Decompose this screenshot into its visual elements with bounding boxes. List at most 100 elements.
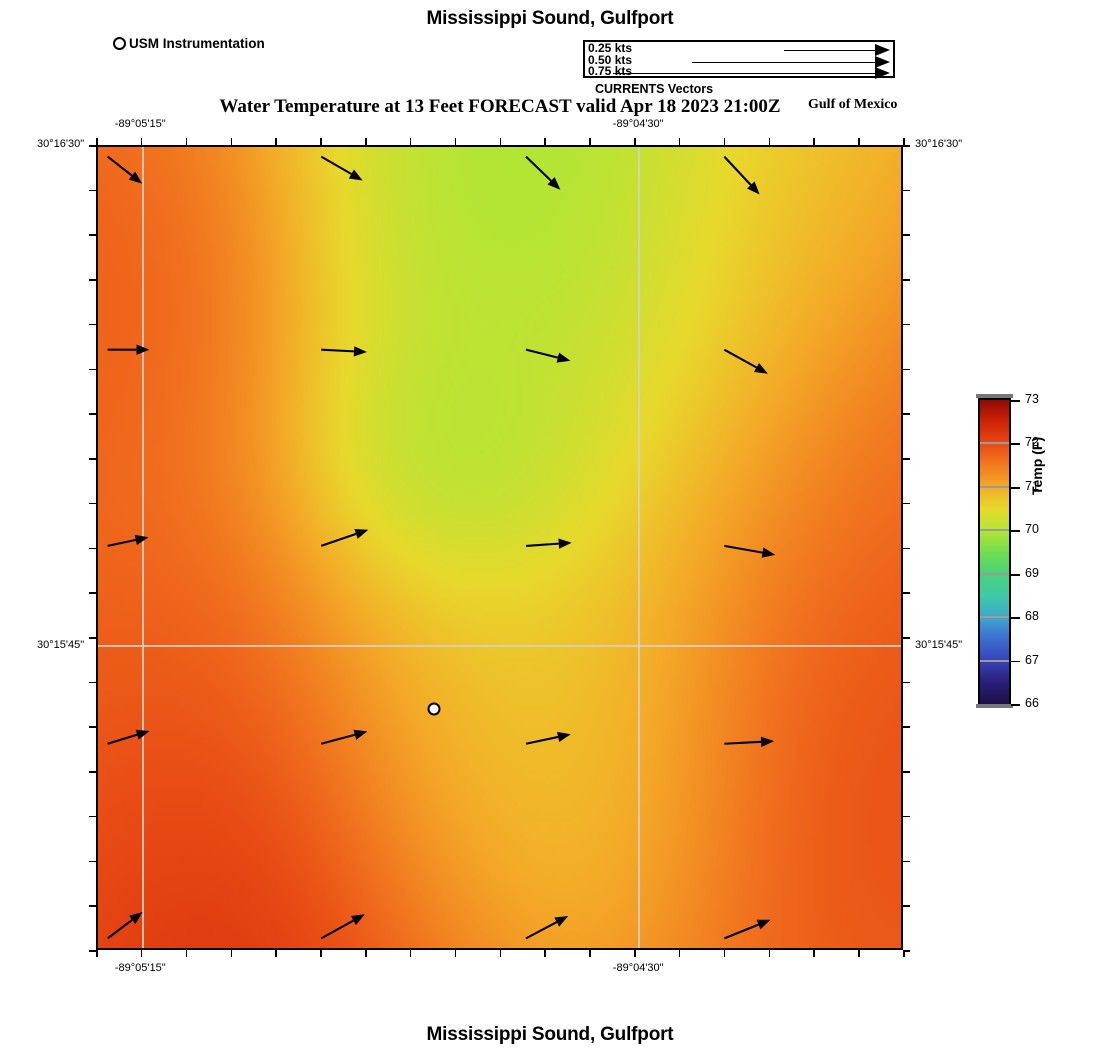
- axis-tick-label: -89°05'15": [114, 118, 166, 130]
- chart-subtitle: Water Temperature at 13 Feet FORECAST va…: [219, 96, 781, 117]
- axis-tick-label: 30°16'30": [915, 138, 963, 150]
- currents-legend-caption: CURRENTS Vectors: [595, 82, 714, 96]
- axis-tick: [903, 502, 910, 505]
- axis-tick: [903, 234, 910, 237]
- axis-tick: [813, 950, 815, 957]
- axis-tick: [89, 950, 96, 952]
- axis-tick-label: 30°15'45": [915, 638, 963, 651]
- axis-tick: [903, 905, 910, 907]
- axis-tick: [89, 234, 96, 237]
- colorbar-tick: [1011, 573, 1020, 576]
- axis-tick: [230, 950, 233, 957]
- colorbar-inner-tick: [980, 442, 1009, 445]
- colorbar-tick-label: 73: [1025, 392, 1039, 406]
- currents-legend-label: 0.75 kts: [588, 64, 633, 78]
- axis-tick: [634, 950, 636, 957]
- axis-tick-label: 30°15'45": [37, 638, 85, 651]
- axis-tick: [89, 592, 96, 594]
- currents-vector-legend: 0.25 kts 0.50 kts 0.75 kts: [583, 40, 895, 79]
- axis-tick: [903, 458, 910, 460]
- axis-tick: [903, 950, 910, 952]
- axis-tick: [499, 950, 502, 957]
- currents-legend-row: 0.50 kts: [585, 52, 893, 68]
- colorbar-cap-bottom: [976, 704, 1013, 708]
- currents-legend-arrowhead: [875, 44, 890, 56]
- colorbar-title: Temp (F): [1029, 436, 1045, 495]
- axis-tick: [89, 860, 96, 863]
- axis-tick: [589, 138, 591, 145]
- colorbar-inner-tick: [980, 572, 1009, 575]
- axis-tick: [903, 860, 910, 863]
- temperature-field: [98, 147, 901, 948]
- axis-tick: [89, 681, 96, 684]
- gridline-longitude: [637, 147, 640, 948]
- colorbar-tick-label: 67: [1025, 652, 1039, 667]
- page-title-bottom: Mississippi Sound, Gulfport: [426, 1024, 674, 1045]
- temperature-colorbar: [978, 398, 1011, 706]
- currents-legend-row: 0.75 kts: [585, 64, 893, 79]
- axis-tick-label: 30°16'30": [37, 138, 85, 150]
- currents-legend-label: 0.50 kts: [588, 52, 633, 67]
- axis-tick: [89, 413, 96, 415]
- colorbar-inner-tick: [980, 616, 1009, 619]
- axis-tick: [140, 138, 143, 145]
- axis-tick: [903, 189, 910, 192]
- axis-tick: [768, 138, 771, 145]
- axis-tick: [903, 145, 910, 147]
- axis-tick: [320, 950, 322, 957]
- axis-tick-label: -89°04'30": [612, 962, 664, 974]
- axis-tick: [320, 138, 322, 145]
- axis-tick: [903, 323, 910, 326]
- axis-tick: [185, 950, 188, 957]
- axis-tick: [230, 138, 233, 145]
- axis-tick: [275, 950, 277, 957]
- colorbar-tick: [1011, 486, 1020, 489]
- axis-tick: [903, 279, 910, 281]
- axis-tick: [89, 815, 96, 818]
- axis-tick: [89, 189, 96, 192]
- axis-tick: [89, 636, 96, 639]
- gridline-latitude: [98, 645, 901, 648]
- instrumentation-legend: USM Instrumentation: [113, 36, 265, 51]
- axis-tick: [903, 681, 910, 684]
- axis-tick: [723, 138, 726, 145]
- axis-tick: [89, 726, 96, 728]
- colorbar-inner-tick: [980, 529, 1009, 532]
- axis-tick: [903, 138, 905, 145]
- colorbar-tick-label: 69: [1025, 565, 1039, 580]
- currents-legend-label: 0.25 kts: [588, 41, 633, 55]
- colorbar-cap-top: [976, 394, 1013, 398]
- axis-tick: [454, 950, 457, 957]
- axis-tick: [96, 138, 98, 145]
- axis-tick: [858, 138, 860, 145]
- axis-tick: [89, 771, 96, 773]
- temperature-map[interactable]: [96, 145, 903, 950]
- currents-legend-shaft: [613, 73, 876, 74]
- axis-tick: [544, 138, 546, 145]
- currents-legend-shaft: [784, 50, 876, 51]
- axis-tick: [89, 323, 96, 326]
- axis-tick: [903, 950, 905, 957]
- axis-tick: [678, 138, 681, 145]
- axis-tick: [634, 138, 636, 145]
- axis-tick: [96, 950, 98, 957]
- axis-tick: [768, 950, 771, 957]
- axis-tick: [409, 138, 412, 145]
- axis-tick: [89, 279, 96, 281]
- colorbar-gradient: [980, 400, 1009, 704]
- axis-tick: [589, 950, 591, 957]
- axis-tick: [678, 950, 681, 957]
- gridline-longitude: [142, 147, 145, 948]
- axis-tick: [365, 950, 367, 957]
- currents-legend-shaft: [692, 61, 876, 63]
- axis-tick: [365, 138, 367, 145]
- usm-station-marker[interactable]: [427, 702, 441, 716]
- axis-tick: [903, 771, 910, 773]
- axis-tick: [723, 950, 726, 957]
- axis-tick: [499, 138, 502, 145]
- axis-tick: [813, 138, 815, 145]
- axis-tick: [409, 950, 412, 957]
- axis-tick: [903, 547, 910, 550]
- axis-tick: [89, 458, 96, 460]
- axis-tick: [275, 138, 277, 145]
